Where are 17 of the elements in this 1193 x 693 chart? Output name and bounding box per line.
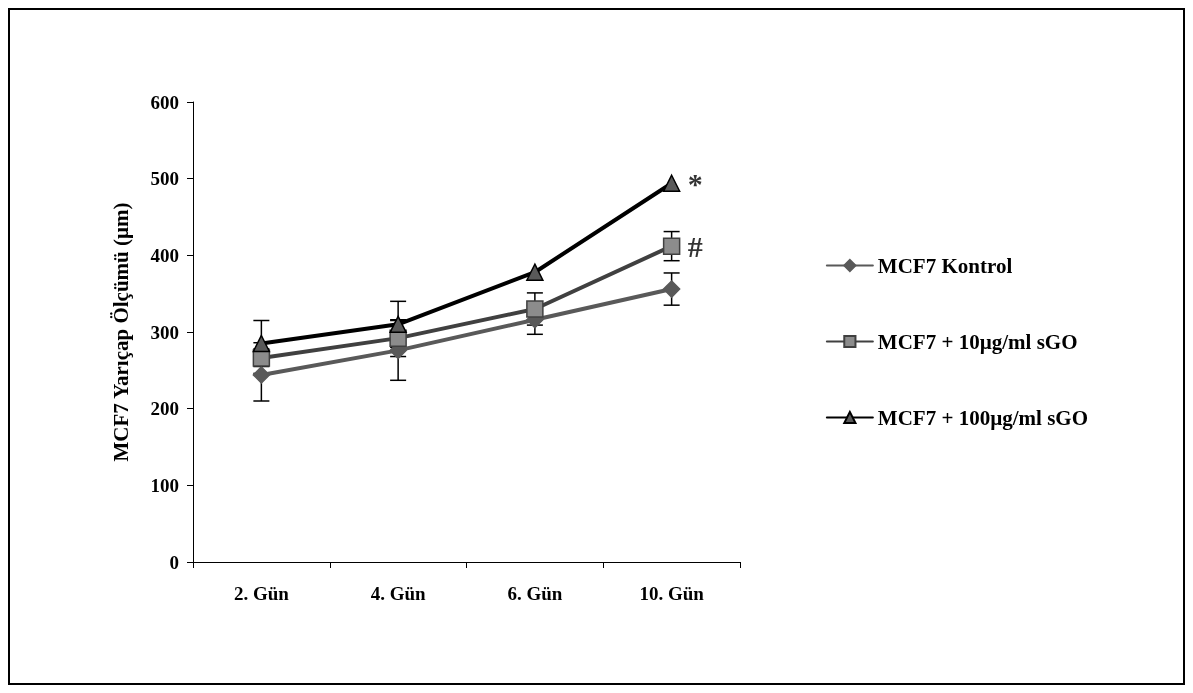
y-tick-label: 100	[150, 474, 179, 496]
y-tick-label: 500	[150, 168, 179, 190]
y-axis-title: MCF7 Yarıçap Ölçümü (µm)	[108, 202, 133, 462]
y-tick-label: 200	[150, 398, 179, 420]
legend-label: MCF7 + 10µg/ml sGO	[877, 329, 1078, 354]
x-tick-label: 6. Gün	[507, 583, 563, 604]
legend-label: MCF7 + 100µg/ml sGO	[877, 405, 1089, 430]
y-tick-label: 600	[150, 91, 179, 113]
x-tick-label: 2. Gün	[233, 583, 290, 604]
legend-label: MCF7 Kontrol	[877, 253, 1013, 278]
y-tick-label: 0	[169, 551, 179, 573]
y-tick-label: 400	[150, 244, 179, 266]
y-tick-label: 300	[150, 321, 179, 343]
annotation: *	[687, 166, 703, 200]
x-tick-label: 4. Gün	[370, 583, 427, 604]
annotation: #	[687, 229, 703, 263]
x-tick-label: 10. Gün	[639, 583, 705, 604]
